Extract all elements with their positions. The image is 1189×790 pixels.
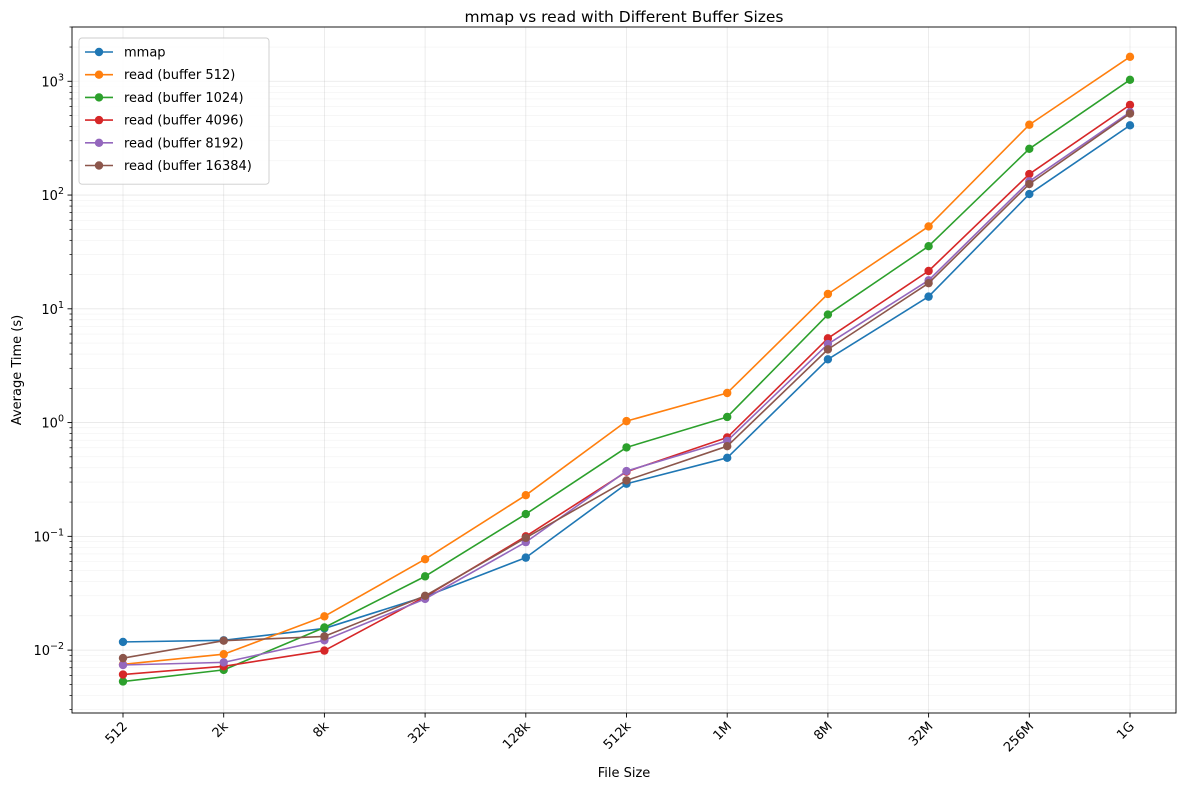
data-point [118,677,128,686]
series-layer [118,52,1135,686]
y-tick-label: 103 [41,72,64,90]
legend-box [78,37,270,185]
data-point [521,490,530,500]
data-point [219,636,228,645]
x-tick-label: 256M [1001,719,1037,755]
data-point [219,658,228,667]
x-axis-label: File Size [598,766,651,781]
data-point [1125,100,1135,110]
legend-marker [94,47,104,57]
data-point [420,572,430,581]
data-point [924,222,933,231]
data-point [1025,144,1034,153]
x-tick-label: 1G [1114,719,1138,743]
data-point [320,632,329,641]
data-point [521,533,530,543]
data-point [823,310,833,319]
data-point [118,670,128,679]
data-point [924,242,933,251]
data-point [219,650,228,659]
legend-item: mmap [85,46,166,61]
x-tick-label: 32M [906,719,936,749]
data-point [118,637,128,647]
x-tick-label: 32k [405,719,433,747]
data-point [622,416,631,426]
x-tick-label: 2k [210,719,232,741]
data-point [118,653,128,663]
data-point [320,646,329,655]
data-point [1125,75,1135,85]
data-point [1125,121,1135,130]
data-point [924,292,933,301]
data-point [622,476,631,485]
data-point [320,612,329,621]
data-point [1025,179,1034,189]
legend-item: read (buffer 1024) [85,91,244,106]
data-point [924,278,933,288]
data-point [823,289,833,299]
y-tick-label: 10−1 [33,527,64,545]
legend-label: read (buffer 512) [124,68,235,83]
x-tick-label: 128k [500,719,534,753]
legend-label: read (buffer 4096) [124,114,244,129]
y-tick-label: 100 [41,414,64,432]
data-point [823,345,833,354]
x-tick-label: 512 [103,719,131,747]
legend-marker [94,138,104,147]
x-axis: 512 2k 8k 32k 128k 512k 1M 8M 32M 256M 1G [103,713,1138,755]
legend-marker [94,93,104,102]
legend-marker [94,115,104,125]
data-point [723,453,732,463]
x-tick-label: 512k [601,719,635,753]
data-point [622,466,631,476]
legend-label: mmap [124,46,166,61]
legend-item: read (buffer 4096) [85,114,244,129]
legend-marker [94,161,104,170]
legend-label: read (buffer 1024) [124,91,244,106]
x-tick-label: 8M [811,719,835,743]
data-point [1125,109,1135,118]
series-2 [118,75,1135,686]
y-tick-label: 10−2 [33,641,64,659]
series-5 [118,109,1135,663]
data-point [1025,189,1034,199]
data-point [723,441,732,451]
data-point [622,443,631,452]
data-point [521,509,530,519]
data-point [723,388,732,398]
data-point [118,660,128,670]
plot-frame [71,26,1177,714]
legend: mmap read (buffer 512) read (buffer 1024) r… [78,37,270,185]
legend-label: read (buffer 8192) [124,136,244,151]
data-point [924,266,933,276]
data-point [823,355,833,364]
data-point [320,623,329,632]
x-tick-label: 1M [711,719,735,743]
data-point [521,553,530,562]
data-point [1025,169,1034,179]
chart-title: mmap vs read with Different Buffer Sizes [465,8,784,26]
y-axis-label: Average Time (s) [10,315,25,425]
y-tick-label: 101 [41,300,64,318]
legend-item: read (buffer 16384) [85,159,252,174]
legend-label: read (buffer 16384) [124,159,252,174]
y-axis: 10−2 10−1 100 101 102 103 [33,26,72,710]
data-point [420,591,430,601]
data-point [1125,52,1135,62]
data-point [420,554,430,564]
legend-item: read (buffer 8192) [85,136,244,151]
y-tick-label: 102 [41,186,64,204]
x-tick-label: 8k [310,719,332,741]
data-point [1025,120,1034,129]
data-point [723,412,732,422]
legend-item: read (buffer 512) [85,68,235,83]
legend-marker [94,70,104,79]
